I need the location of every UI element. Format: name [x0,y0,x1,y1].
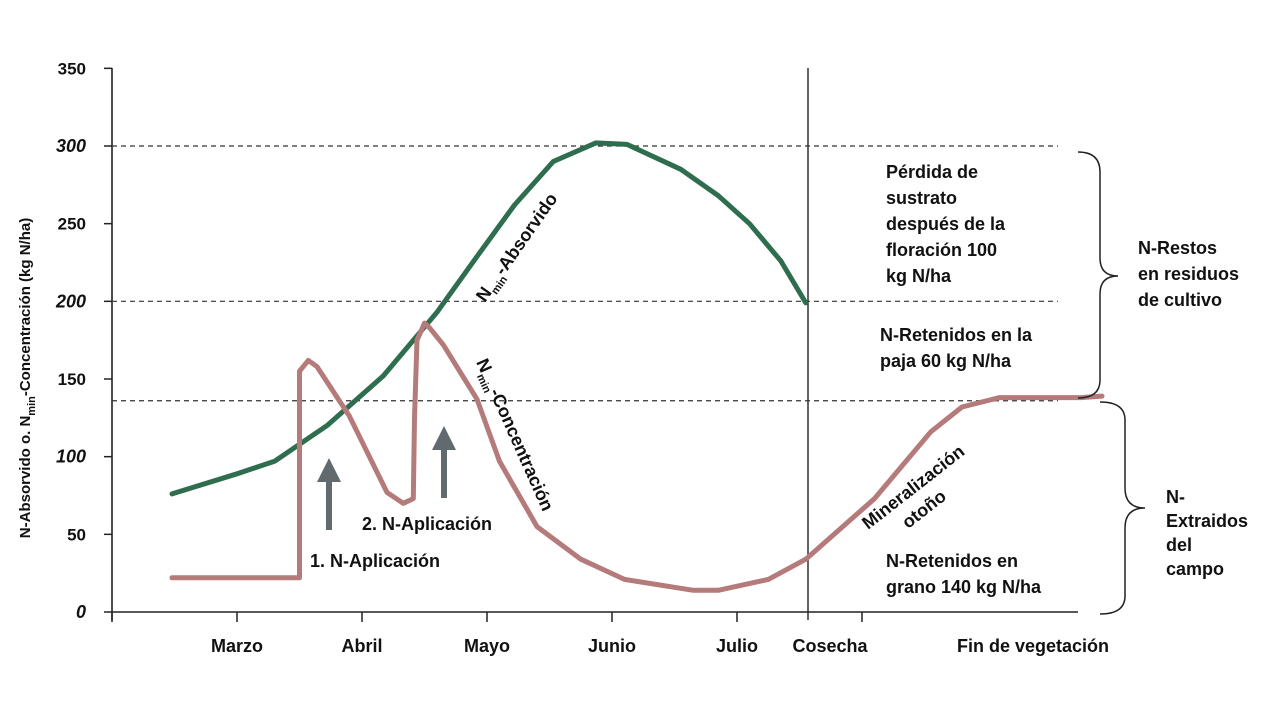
y-ticks: 0 50 100 150 200 250 300 350 [55,59,112,622]
x-tick-label: Abril [341,636,382,656]
y-tick-label: 100 [56,447,86,467]
series-line-absorbed [169,140,809,497]
arrow-up-icon [317,458,341,530]
y-tick-label: 0 [76,602,86,622]
x-tick-label: Marzo [211,636,263,656]
y-tick-label: 350 [58,59,86,78]
application-1-label: 1. N-Aplicación [310,551,440,571]
application-2-label: 2. N-Aplicación [362,514,492,534]
arrow-up-icon [432,426,456,498]
y-tick-label: 150 [58,370,86,389]
x-tick-label: Junio [588,636,636,656]
x-ticks: Marzo Abril Mayo Junio Julio Cosecha Fin de ve… [111,612,1109,656]
y-tick-label: 250 [58,215,86,234]
y-tick-label: 300 [56,136,86,156]
x-tick-label: Fin de vegetación [957,636,1109,656]
straw-annotation: N-Retenidos en la paja 60 kg N/ha [880,325,1037,371]
grain-annotation: N-Retenidos en grano 140 kg N/ha [886,551,1042,597]
x-tick-label: Cosecha [792,636,868,656]
residues-brace [1077,151,1119,399]
residues-annotation: N-Restos en residuos de cultivo [1138,238,1244,310]
y-tick-label: 50 [67,525,86,544]
loss-annotation: Pérdida de sustrato después de la florac… [886,162,1010,286]
series-label-concentration: Nmin-Concentración [469,355,558,515]
series-line-concentration [169,320,1105,593]
extracted-brace [1099,401,1146,615]
x-tick-label: Julio [716,636,758,656]
y-axis-label: N-Absorvido o. Nmin-Concentración (kg N/… [17,218,38,538]
extracted-annotation: N- Extraidos del campo [1166,487,1253,579]
y-tick-label: 200 [55,291,86,311]
x-tick-label: Mayo [464,636,510,656]
